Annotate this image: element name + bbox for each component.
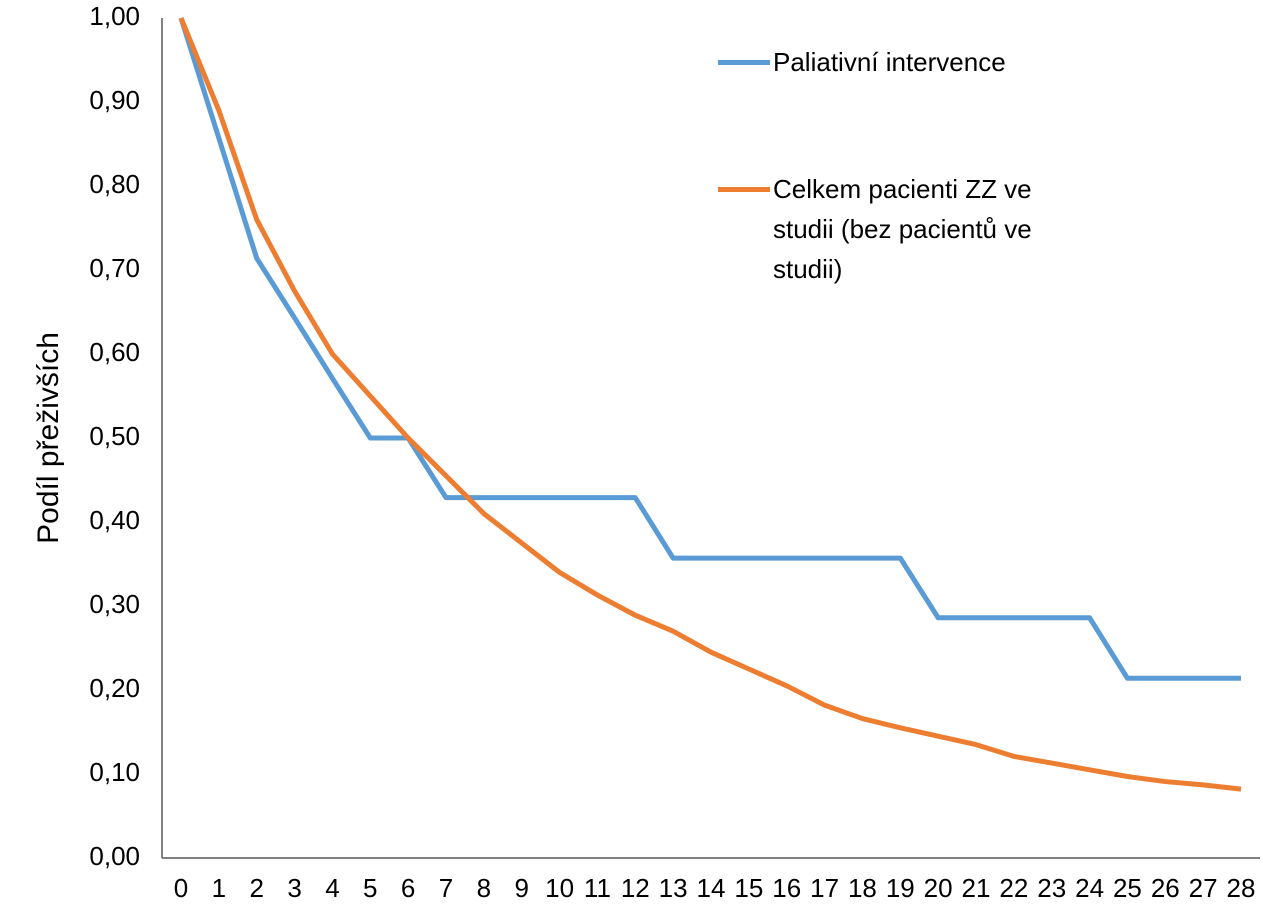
y-tick-label: 0,90: [89, 85, 140, 115]
y-tick-label: 0,80: [89, 169, 140, 199]
x-tick-label: 10: [545, 873, 574, 903]
y-tick-label: 1,00: [89, 1, 140, 31]
x-tick-label: 4: [325, 873, 339, 903]
x-tick-label: 24: [1075, 873, 1104, 903]
x-tick-label: 0: [174, 873, 188, 903]
y-tick-label: 0,50: [89, 421, 140, 451]
x-tick-label: 8: [477, 873, 491, 903]
y-tick-label: 0,70: [89, 253, 140, 283]
x-tick-label: 2: [249, 873, 263, 903]
x-tick-label: 15: [734, 873, 763, 903]
x-tick-label: 20: [924, 873, 953, 903]
legend-item: Celkem pacienti ZZ ve studii (bez pacien…: [718, 169, 1093, 289]
series-line: [178, 17, 1242, 792]
x-tick-label: 17: [810, 873, 839, 903]
x-tick-label: 13: [659, 873, 688, 903]
x-tick-label: 27: [1189, 873, 1218, 903]
series-line: [178, 17, 1241, 681]
x-tick-label: 5: [363, 873, 377, 903]
x-tick-label: 26: [1151, 873, 1180, 903]
x-tick-label: 16: [772, 873, 801, 903]
x-tick-label: 7: [439, 873, 453, 903]
y-tick-label: 0,60: [89, 337, 140, 367]
y-tick-label: 0,00: [89, 841, 140, 871]
x-tick-label: 21: [962, 873, 991, 903]
y-tick-label: 0,10: [89, 757, 140, 787]
x-tick-label: 22: [999, 873, 1028, 903]
y-tick-label: 0,40: [89, 505, 140, 535]
y-tick-label: 0,20: [89, 673, 140, 703]
x-tick-label: 1: [212, 873, 226, 903]
x-tick-label: 9: [514, 873, 528, 903]
x-tick-label: 23: [1037, 873, 1066, 903]
x-tick-label: 11: [584, 873, 611, 903]
y-tick-label: 0,30: [89, 589, 140, 619]
legend-swatch: [718, 60, 770, 65]
x-tick-label: 28: [1227, 873, 1256, 903]
x-tick-label: 14: [697, 873, 726, 903]
legend-item: Paliativní intervence: [718, 42, 1093, 82]
x-tick-label: 12: [621, 873, 650, 903]
x-tick-label: 3: [287, 873, 301, 903]
legend-label: Paliativní intervence: [773, 47, 1006, 77]
legend-swatch: [718, 187, 770, 192]
x-tick-label: 6: [401, 873, 415, 903]
x-tick-label: 19: [886, 873, 915, 903]
y-axis-label: Podíl přeživších: [32, 332, 65, 544]
legend-label: Celkem pacienti ZZ ve studii (bez pacien…: [773, 174, 1032, 284]
x-tick-label: 25: [1113, 873, 1142, 903]
x-tick-label: 18: [848, 873, 877, 903]
